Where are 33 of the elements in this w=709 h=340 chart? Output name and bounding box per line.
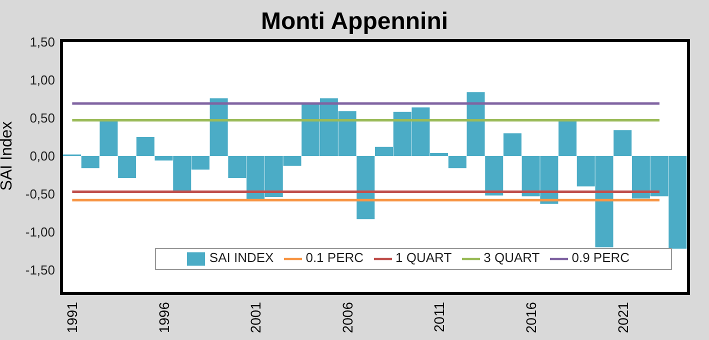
x-tick-label: 1996	[156, 302, 172, 334]
y-axis-title: SAI Index	[0, 121, 16, 191]
y-tick-label: 1,50	[30, 34, 55, 50]
legend-label: 1 QUART	[396, 250, 452, 265]
y-tick-label: 0,00	[30, 148, 55, 164]
x-tick-label: 2006	[339, 302, 356, 334]
bar	[614, 130, 632, 156]
x-tick-label: 2001	[248, 302, 264, 334]
legend-label: SAI INDEX	[209, 250, 274, 265]
bar	[466, 92, 485, 156]
x-tick-label: 2011	[431, 302, 448, 332]
y-tick-label: -1,50	[25, 262, 55, 278]
legend-label: 3 QUART	[484, 250, 540, 265]
bar	[558, 120, 577, 156]
y-tick-label: -1,00	[25, 224, 55, 240]
y-tick-label: -0,50	[25, 186, 55, 202]
bar	[210, 98, 228, 156]
y-tick-label: 1,00	[30, 72, 55, 88]
x-tick-label: 1991	[64, 302, 80, 334]
legend-label: 0.9 PERC	[572, 250, 630, 265]
bar	[503, 133, 522, 156]
bar	[448, 156, 466, 168]
x-tick-label: 2016	[523, 302, 539, 334]
x-tick-label: 2021	[614, 302, 631, 334]
chart-title: Monti Appennini	[260, 8, 450, 36]
y-tick-label: 0,50	[30, 110, 55, 126]
bar	[100, 121, 118, 156]
bar	[136, 137, 154, 156]
bar	[356, 156, 375, 220]
bar	[81, 156, 100, 168]
legend-label: 0.1 PERC	[306, 250, 364, 265]
bar	[118, 156, 136, 178]
bar	[485, 156, 504, 196]
